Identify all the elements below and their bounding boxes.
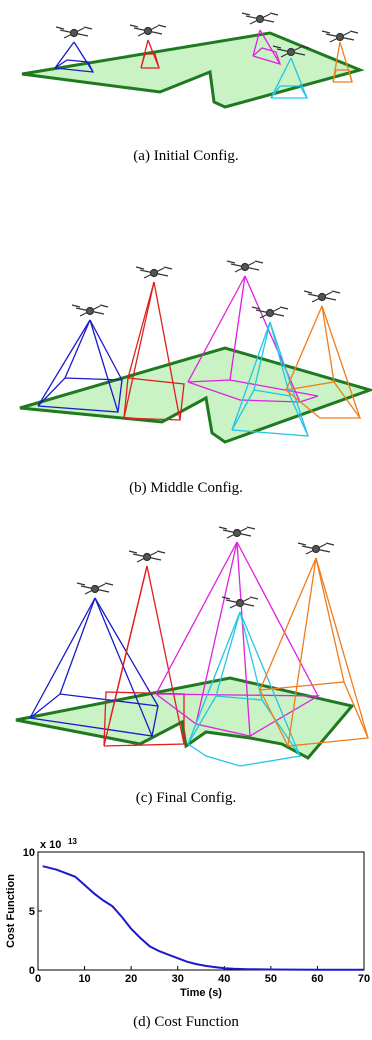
x-tick-label: 50 bbox=[265, 973, 277, 985]
quadrotor-icon bbox=[218, 526, 256, 539]
x-tick-label: 40 bbox=[218, 973, 230, 985]
cost-series-line bbox=[42, 865, 364, 971]
drone-3-frustum bbox=[155, 541, 321, 737]
drone-2-frustum bbox=[123, 281, 185, 421]
quadrotor-icon bbox=[76, 582, 114, 595]
drone-5-frustum bbox=[285, 305, 362, 419]
caption-a: (a) Initial Config. bbox=[133, 148, 239, 164]
quadrotor-icon bbox=[241, 12, 279, 25]
axis-ticks: 0 10 20 30 40 50 60 70 0 5 10 bbox=[23, 847, 370, 985]
panel-initial-config: (a) Initial Config. bbox=[0, 0, 372, 180]
x-tick-label: 70 bbox=[358, 973, 370, 985]
final-config-figure bbox=[15, 526, 369, 767]
drone-2-frustum bbox=[140, 39, 160, 69]
quadrotor-icon bbox=[226, 260, 264, 273]
panel-cost-function: x 10 13 0 10 20 30 40 50 60 70 0 5 10 Time (s) Cos… bbox=[0, 836, 372, 1040]
panel-middle-config: (b) Middle Config. bbox=[0, 250, 372, 510]
quadrotor-icon bbox=[251, 306, 289, 319]
middle-config-figure bbox=[19, 260, 372, 444]
y-tick-label: 5 bbox=[29, 906, 35, 918]
y-axis-label: Cost Function bbox=[5, 874, 17, 948]
caption-b: (b) Middle Config. bbox=[129, 480, 243, 496]
plot-area bbox=[37, 851, 365, 971]
drone-1-frustum bbox=[54, 41, 95, 73]
initial-config-figure bbox=[21, 12, 365, 109]
x-tick-label: 10 bbox=[78, 973, 90, 985]
drone-5-frustum bbox=[332, 41, 353, 83]
quadrotor-icon bbox=[129, 24, 167, 37]
caption-d: (d) Cost Function bbox=[133, 1014, 239, 1030]
drone-5-frustum bbox=[259, 557, 369, 747]
quadrotor-icon bbox=[321, 30, 359, 43]
x-tick-label: 20 bbox=[125, 973, 137, 985]
quadrotor-icon bbox=[55, 26, 93, 39]
y-multiplier-exponent: 13 bbox=[68, 837, 77, 846]
quadrotor-icon bbox=[272, 45, 310, 58]
coverage-region bbox=[19, 346, 372, 444]
drone-4-frustum bbox=[270, 57, 309, 99]
drone-3-frustum bbox=[187, 275, 319, 403]
quadrotor-icon bbox=[303, 290, 341, 303]
cost-function-chart: x 10 13 0 10 20 30 40 50 60 70 0 5 10 Time (s) Cos… bbox=[5, 837, 370, 999]
quadrotor-icon bbox=[221, 596, 259, 609]
drone-2-frustum bbox=[103, 565, 185, 747]
x-tick-label: 0 bbox=[35, 973, 41, 985]
drone-3-frustum bbox=[252, 29, 282, 65]
panel-final-config: (c) Final Config. bbox=[0, 510, 372, 830]
x-axis-label: Time (s) bbox=[180, 987, 222, 999]
quadrotor-icon bbox=[135, 266, 173, 279]
x-tick-label: 30 bbox=[172, 973, 184, 985]
caption-c: (c) Final Config. bbox=[135, 790, 237, 806]
drone-4-frustum bbox=[231, 321, 310, 437]
y-tick-label: 0 bbox=[29, 965, 35, 977]
x-tick-label: 60 bbox=[311, 973, 323, 985]
quadrotor-icon bbox=[297, 542, 335, 555]
quadrotor-icon bbox=[71, 304, 109, 317]
y-tick-label: 10 bbox=[23, 847, 35, 859]
drone-1-frustum bbox=[37, 319, 123, 413]
y-multiplier-label: x 10 bbox=[40, 839, 61, 851]
quadrotor-icon bbox=[128, 550, 166, 563]
